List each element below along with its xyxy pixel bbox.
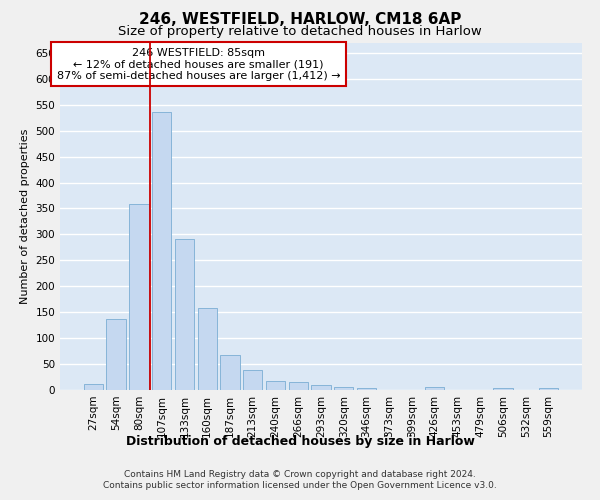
Text: Contains HM Land Registry data © Crown copyright and database right 2024.: Contains HM Land Registry data © Crown c… — [124, 470, 476, 479]
Bar — [425, 388, 445, 390]
Text: Distribution of detached houses by size in Harlow: Distribution of detached houses by size … — [125, 435, 475, 448]
Bar — [539, 388, 558, 390]
Bar — [220, 355, 239, 390]
Text: 246, WESTFIELD, HARLOW, CM18 6AP: 246, WESTFIELD, HARLOW, CM18 6AP — [139, 12, 461, 28]
Bar — [175, 239, 194, 390]
Bar — [129, 204, 149, 390]
Bar — [266, 380, 285, 390]
Bar — [334, 387, 353, 390]
Bar — [152, 112, 172, 390]
Bar — [243, 370, 262, 390]
Bar — [493, 388, 513, 390]
Text: Size of property relative to detached houses in Harlow: Size of property relative to detached ho… — [118, 25, 482, 38]
Bar — [197, 308, 217, 390]
Text: 246 WESTFIELD: 85sqm
← 12% of detached houses are smaller (191)
87% of semi-deta: 246 WESTFIELD: 85sqm ← 12% of detached h… — [56, 48, 340, 81]
Y-axis label: Number of detached properties: Number of detached properties — [20, 128, 30, 304]
Bar — [84, 384, 103, 390]
Bar — [106, 319, 126, 390]
Bar — [357, 388, 376, 390]
Bar — [311, 385, 331, 390]
Bar — [289, 382, 308, 390]
Text: Contains public sector information licensed under the Open Government Licence v3: Contains public sector information licen… — [103, 481, 497, 490]
